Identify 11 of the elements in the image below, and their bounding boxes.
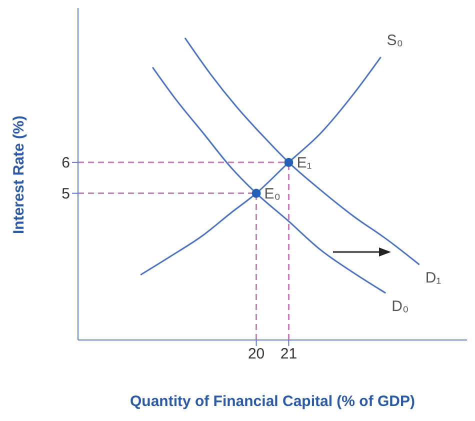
series-label: D₀ [392, 298, 409, 316]
y-axis-title: Interest Rate (%) [10, 116, 28, 234]
annotation: E₁ [296, 154, 312, 172]
series-label: D₁ [425, 270, 442, 287]
series-label: S₀ [386, 32, 404, 50]
x-tick-label: 20 [248, 346, 265, 363]
x-axis-title: Quantity of Financial Capital (% of GDP) [130, 393, 416, 410]
y-tick-label: 5 [62, 186, 70, 203]
x-tick-label: 21 [280, 346, 298, 363]
annotation: E₀ [264, 186, 281, 203]
y-tick-label: 6 [62, 154, 70, 172]
